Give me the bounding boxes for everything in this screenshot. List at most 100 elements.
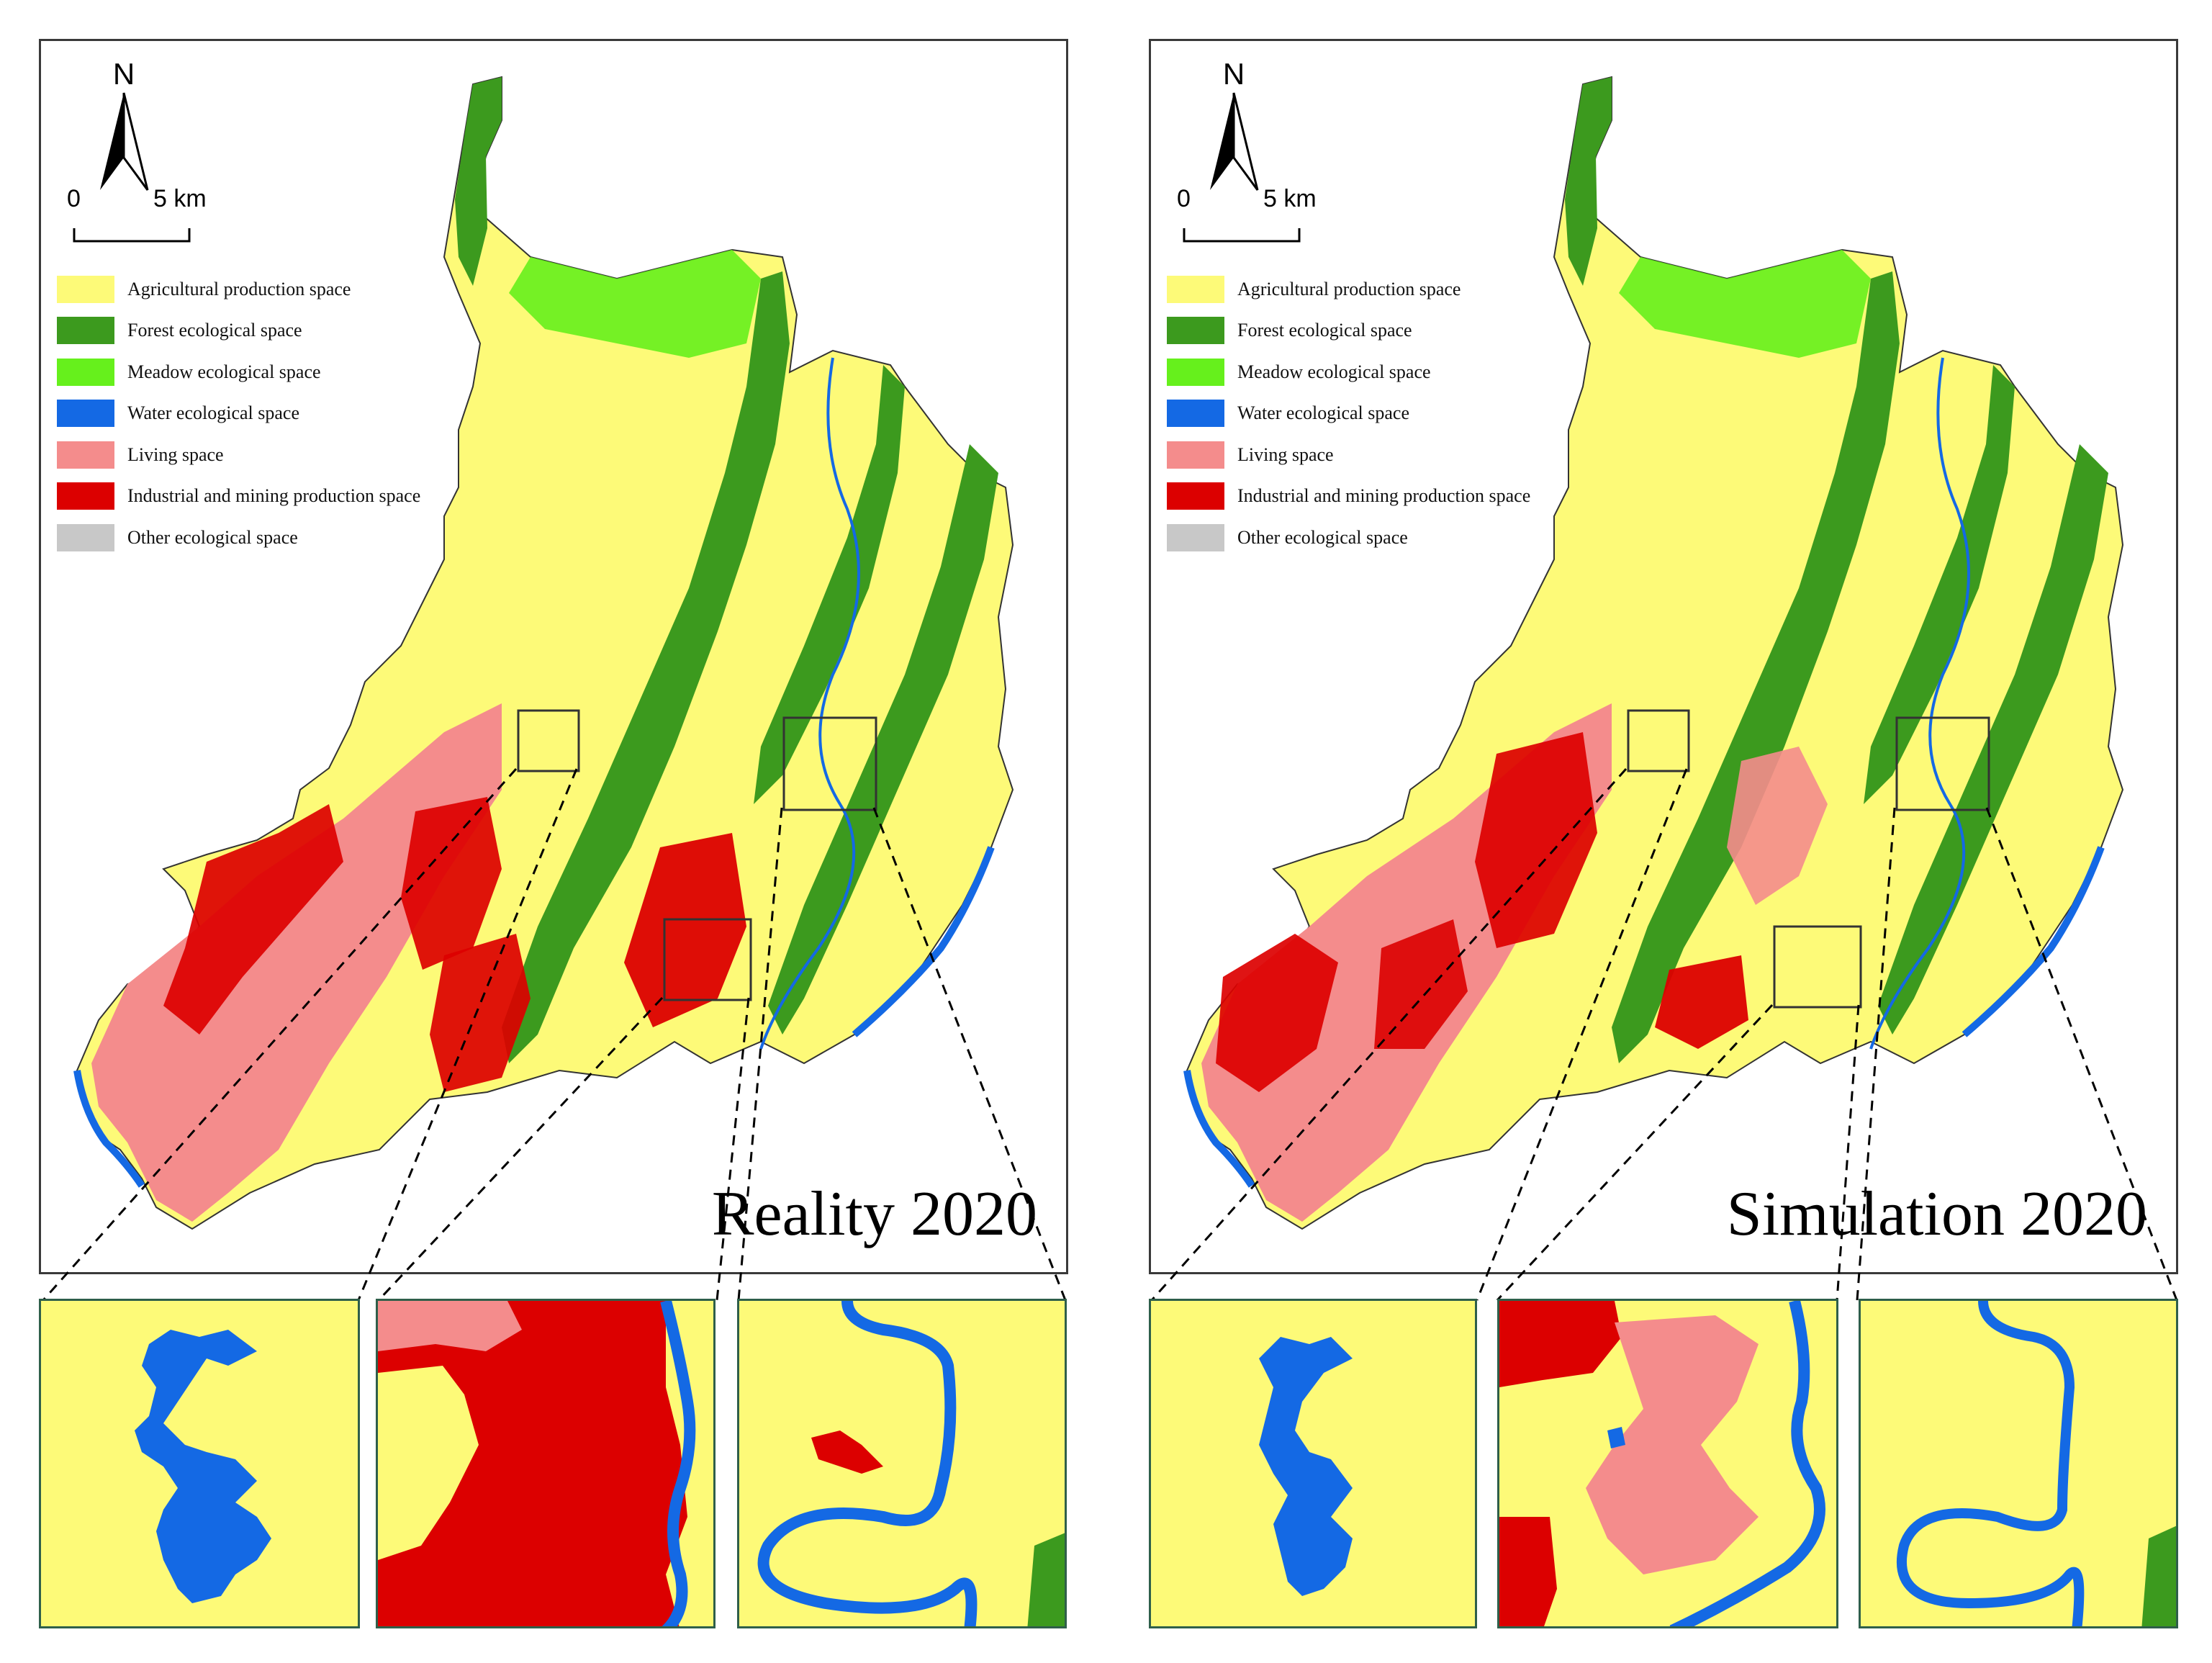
inset-map — [1499, 1301, 1825, 1626]
industrial-block-east — [624, 833, 746, 1027]
inset-box-3 — [782, 716, 877, 811]
inset-map — [1896, 1301, 2176, 1626]
legend-label: Living space — [127, 443, 224, 465]
inset-simulation-urban — [1497, 1299, 1838, 1628]
reservoir-shape — [135, 1330, 271, 1603]
legend-label: Living space — [1237, 443, 1334, 465]
inset-reality-urban — [376, 1299, 715, 1628]
inset-reality-river — [737, 1299, 1067, 1628]
legend-item-agricultural: Agricultural production space — [57, 269, 420, 310]
river-bank — [660, 1301, 696, 1626]
legend-label: Agricultural production space — [127, 278, 351, 299]
inset-map — [757, 1301, 1065, 1626]
scale-bar-graphic — [73, 228, 191, 243]
forest-patch — [2141, 1525, 2176, 1626]
inset-map — [1259, 1337, 1353, 1596]
forest-patch — [1027, 1533, 1065, 1626]
inset-simulation-reservoir — [1149, 1299, 1477, 1628]
river-meander — [757, 1301, 978, 1626]
legend-item-meadow: Meadow ecological space — [57, 351, 420, 393]
industrial-patch-sw — [1499, 1517, 1557, 1626]
inset-box-3 — [1895, 716, 1990, 811]
legend-item-other: Other ecological space — [57, 517, 420, 559]
legend-swatch — [57, 358, 114, 386]
living-patch — [378, 1301, 522, 1351]
scale-end-label: 5 km — [1263, 185, 1317, 212]
river-main — [1869, 357, 1970, 1050]
legend-item-forest: Forest ecological space — [57, 310, 420, 352]
water-pond — [1607, 1427, 1625, 1448]
legend-label: Industrial and mining production space — [127, 485, 421, 507]
forest-ridge-middle — [1864, 365, 2015, 804]
industrial-patch-nw — [1499, 1301, 1622, 1387]
legend-label: Meadow ecological space — [127, 361, 321, 382]
forest-north-strip — [1565, 77, 1612, 286]
legend-item-meadow: Meadow ecological space — [1167, 351, 1530, 393]
legend: Agricultural production space Forest eco… — [57, 269, 420, 559]
legend-item-water: Water ecological space — [57, 393, 420, 435]
panel-title: Simulation 2020 — [1726, 1179, 2147, 1249]
legend-label: Forest ecological space — [1237, 320, 1412, 341]
legend-item-forest: Forest ecological space — [1167, 310, 1530, 352]
legend-swatch — [1167, 400, 1224, 428]
inset-map — [378, 1301, 713, 1626]
legend-label: Meadow ecological space — [1237, 361, 1431, 382]
river-main — [759, 357, 860, 1050]
legend-label: Water ecological space — [1237, 402, 1409, 424]
living-central-scatter — [1727, 747, 1828, 905]
legend-swatch — [1167, 482, 1224, 510]
legend-swatch — [57, 275, 114, 303]
forest-ridge-middle — [754, 365, 905, 804]
legend-swatch — [1167, 317, 1224, 345]
north-letter: N — [1222, 57, 1245, 91]
legend-label: Forest ecological space — [127, 320, 302, 341]
map-panel-simulation: N 0 5 km Agricultural production space F… — [1149, 39, 2178, 1274]
meadow-north-belt — [509, 250, 761, 358]
scale-bar-graphic — [1183, 228, 1301, 243]
scale-bar: 0 5 km — [1177, 185, 1335, 250]
legend-swatch — [57, 441, 114, 469]
legend-swatch — [57, 482, 114, 510]
meadow-north-belt — [1619, 250, 1871, 358]
forest-north-strip — [455, 77, 502, 286]
legend-item-agricultural: Agricultural production space — [1167, 269, 1530, 310]
legend-item-industrial: Industrial and mining production space — [57, 476, 420, 518]
legend-item-industrial: Industrial and mining production space — [1167, 476, 1530, 518]
legend-swatch — [1167, 275, 1224, 303]
north-arrow-icon — [100, 92, 149, 191]
inset-reality-reservoir — [39, 1299, 360, 1628]
legend-item-other: Other ecological space — [1167, 517, 1530, 559]
legend-swatch — [1167, 523, 1224, 551]
north-arrow-icon — [1210, 92, 1259, 191]
legend-swatch — [57, 400, 114, 428]
industrial-patch — [811, 1430, 883, 1474]
forest-ridge-east — [768, 444, 998, 1035]
north-arrow: N — [91, 57, 156, 194]
legend-item-living: Living space — [57, 434, 420, 476]
legend-label: Other ecological space — [1237, 526, 1408, 548]
legend-item-water: Water ecological space — [1167, 393, 1530, 435]
legend-label: Agricultural production space — [1237, 278, 1461, 299]
legend-item-living: Living space — [1167, 434, 1530, 476]
legend-label: Other ecological space — [127, 526, 298, 548]
legend-swatch — [1167, 441, 1224, 469]
river-meander — [1896, 1301, 2085, 1626]
inset-map — [135, 1330, 271, 1603]
agricultural-patch — [378, 1366, 479, 1560]
legend-label: Industrial and mining production space — [1237, 485, 1531, 507]
scale-bar: 0 5 km — [67, 185, 225, 250]
legend-swatch — [57, 523, 114, 551]
scale-start-label: 0 — [67, 185, 81, 212]
north-letter: N — [112, 57, 135, 91]
map-panel-reality: N 0 5 km Agricultural production space F… — [39, 39, 1068, 1274]
panel-title: Reality 2020 — [711, 1179, 1037, 1249]
legend-swatch — [57, 317, 114, 345]
living-patch — [1586, 1315, 1759, 1574]
north-arrow: N — [1201, 57, 1266, 194]
scale-start-label: 0 — [1177, 185, 1191, 212]
inset-simulation-river — [1859, 1299, 2178, 1628]
legend-swatch — [1167, 358, 1224, 386]
reservoir-shape — [1259, 1337, 1353, 1596]
river-bank — [1669, 1301, 1825, 1626]
